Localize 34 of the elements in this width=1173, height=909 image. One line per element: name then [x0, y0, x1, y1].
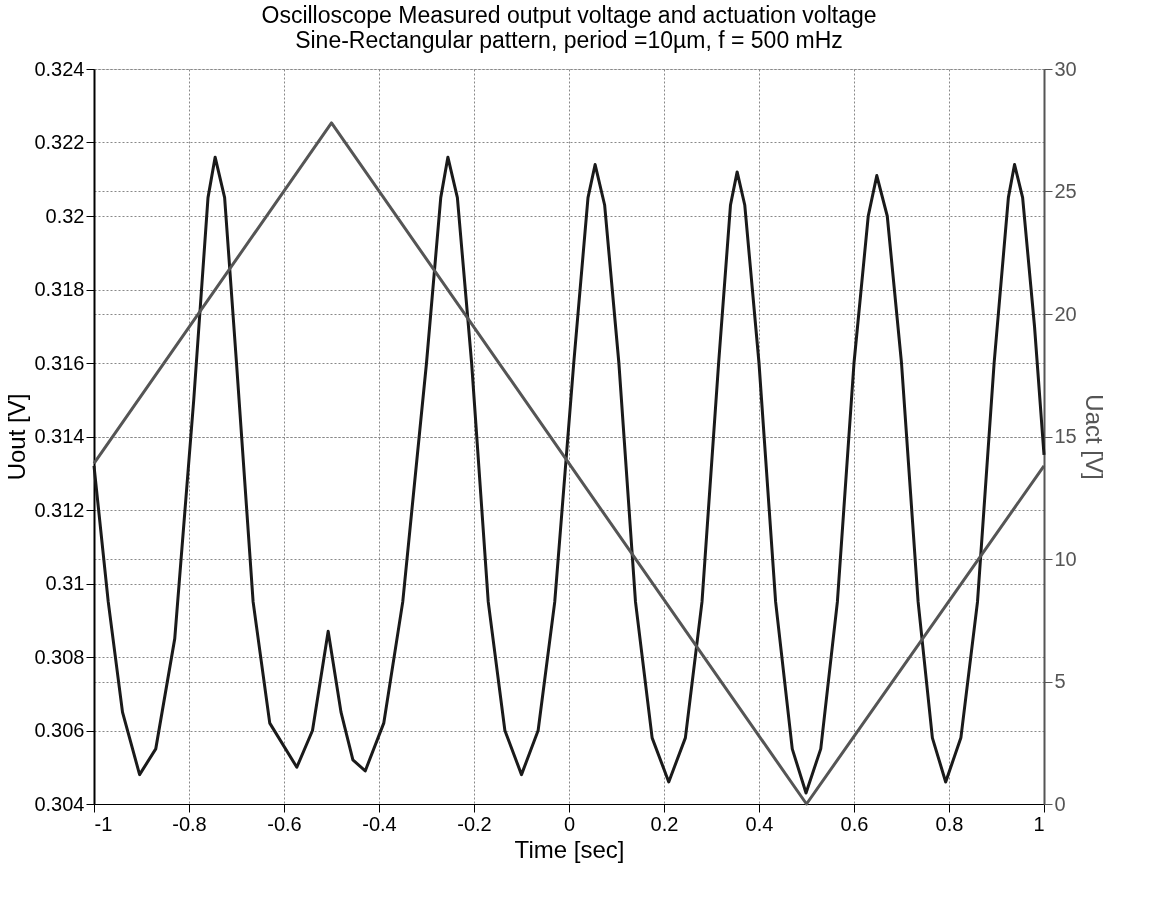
- y-tick-label: 0.31: [45, 572, 85, 594]
- chart-title: Oscilloscope Measured output voltage and actuation voltage: [261, 2, 877, 28]
- y2-axis-title: Uact [V]: [1080, 394, 1108, 480]
- x-tick-label: -0.2: [457, 812, 492, 835]
- x-tick-label: -0.6: [267, 812, 302, 835]
- y-tick-label: 0.32: [45, 204, 85, 227]
- y-tick-label: 0.324: [34, 57, 85, 80]
- x-axis-title: Time [sec]: [514, 835, 625, 863]
- y-tick-label: 0.316: [34, 351, 85, 374]
- y-tick-label: 0.318: [34, 278, 85, 300]
- y2-tick-label: 15: [1054, 425, 1077, 447]
- x-tick-label: -0.4: [362, 812, 397, 835]
- x-tick-label: 0.8: [935, 812, 964, 835]
- y2-tick-label: 20: [1054, 302, 1077, 325]
- y2-tick-label: 30: [1054, 57, 1077, 80]
- y-tick-label: 0.322: [34, 131, 85, 153]
- y-tick-label: 0.306: [34, 719, 85, 741]
- y2-tick-label: 25: [1054, 180, 1077, 202]
- y-tick-label: 0.314: [34, 425, 85, 447]
- y-tick-label: 0.308: [34, 645, 85, 668]
- x-tick-label: 0.4: [745, 812, 774, 835]
- x-tick-label: -0.8: [172, 812, 207, 835]
- x-tick-label: 1: [1033, 812, 1045, 835]
- y-axis-title: Uout [V]: [3, 393, 31, 481]
- y2-tick-label: 10: [1054, 547, 1077, 570]
- y2-tick-label: 0: [1054, 792, 1066, 815]
- x-tick-label: 0.2: [650, 812, 679, 835]
- x-tick-label: 0: [563, 812, 576, 835]
- x-tick-label: -1: [94, 812, 113, 835]
- y-tick-label: 0.312: [34, 498, 85, 521]
- y-tick-label: 0.304: [34, 792, 85, 815]
- chart-subtitle: Sine-Rectangular pattern, period =10µm, f = 500 mHz: [295, 27, 843, 53]
- y2-tick-label: 5: [1054, 670, 1066, 692]
- x-tick-label: 0.6: [840, 812, 869, 835]
